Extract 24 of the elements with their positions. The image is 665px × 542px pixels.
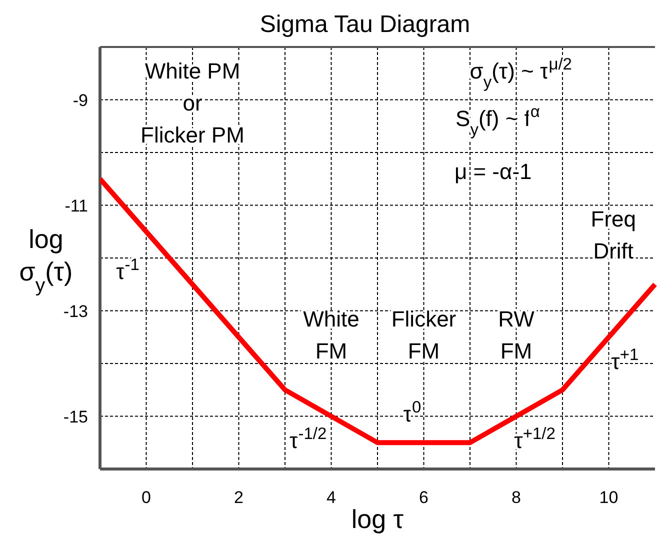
y-tick-label: -15: [63, 407, 88, 426]
x-axis-title: log τ: [351, 504, 404, 534]
annotation: RW FM: [498, 306, 535, 364]
annotation: τ$^{+1/2}$: [514, 424, 556, 453]
x-tick-label: 8: [512, 488, 521, 507]
y-axis-title: log σ$_{y}$(τ): [19, 224, 73, 296]
annotation: White FM: [303, 306, 360, 364]
chart-title: Sigma Tau Diagram: [260, 11, 470, 38]
x-tick-label: 4: [326, 488, 336, 507]
annotation: τ$^{-1/2}$: [290, 424, 327, 453]
annotation: τ$^{-1}$: [116, 256, 140, 284]
annotation: τ$^{0}$: [403, 398, 422, 427]
annotation: σ$_{y}$(τ) ~ τ$^{μ/2}$: [470, 56, 572, 92]
annotation: μ = -α-1: [454, 158, 532, 184]
x-tick-label: 2: [234, 488, 244, 507]
x-tick-label: 0: [142, 488, 151, 507]
x-tick-label: 10: [599, 488, 618, 507]
y-tick-label: -9: [72, 90, 88, 110]
annotation: Flicker FM: [391, 306, 456, 364]
y-tick-label: -13: [63, 302, 88, 321]
x-tick-label: 6: [419, 488, 428, 507]
annotation: τ$^{+1}$: [611, 346, 639, 374]
y-tick-label: -11: [64, 196, 88, 216]
annotation: Freq Drift: [590, 206, 636, 264]
